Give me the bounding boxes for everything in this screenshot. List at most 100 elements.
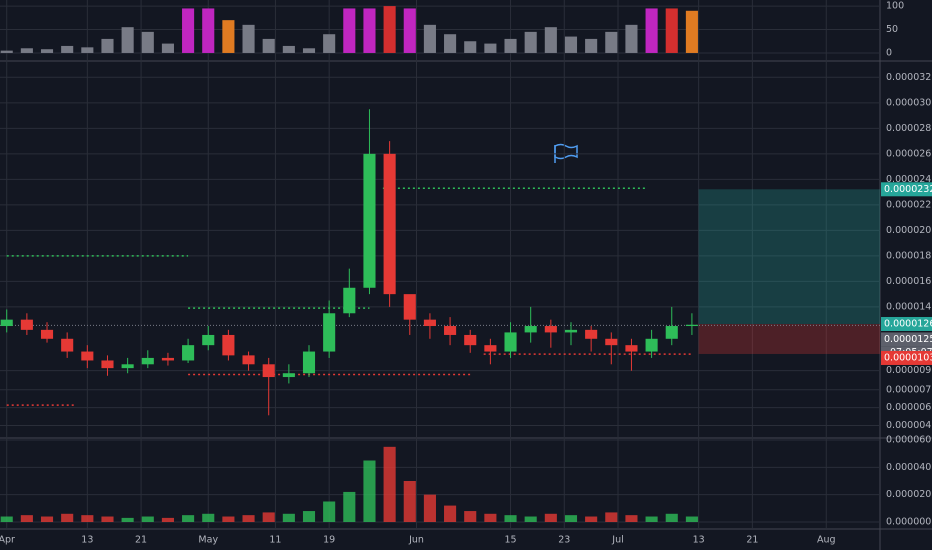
- oscillator-bar: [161, 43, 174, 53]
- volume-bar: [242, 515, 255, 522]
- candle-body: [182, 345, 195, 361]
- volume-bar: [685, 516, 698, 522]
- candle-body: [464, 334, 477, 346]
- x-tick-label: 13: [693, 535, 705, 546]
- oscillator-bar: [403, 8, 416, 53]
- y-tick-label: 0.00002200: [886, 199, 932, 210]
- volume-bar: [484, 513, 497, 522]
- volume-bar: [141, 516, 154, 522]
- oscillator-bar: [0, 50, 13, 53]
- oscillator-bar: [544, 27, 557, 53]
- x-tick-label: 21: [746, 535, 758, 546]
- y-tick-label: 0.00001400: [886, 301, 932, 312]
- oscillator-bar: [524, 31, 537, 53]
- y-tick-label: 0.00002400: [886, 174, 932, 185]
- y-tick-label: 0.00000610: [886, 402, 932, 413]
- candle-body: [544, 326, 557, 333]
- candle-body: [81, 351, 94, 361]
- x-tick-label: 23: [558, 535, 570, 546]
- y-tick-label: 0.00000900: [886, 365, 932, 376]
- stop-zone: [698, 323, 880, 354]
- stop-badge-label: 0.00001031: [884, 352, 932, 363]
- oscillator-bar: [585, 38, 598, 53]
- candle-body: [645, 338, 658, 352]
- y-tick-label: 0.00002000: [886, 225, 932, 236]
- volume-bar: [101, 516, 114, 522]
- volume-bar: [423, 494, 436, 522]
- oscillator-bar: [444, 34, 457, 53]
- y-tick-label: 0.00002800: [886, 123, 932, 134]
- candle-body: [141, 357, 154, 365]
- volume-bar: [444, 505, 457, 522]
- oscillator-bar: [101, 38, 114, 53]
- volume-bar: [464, 511, 477, 522]
- x-tick-label: Jun: [408, 535, 424, 546]
- candle-body: [0, 319, 13, 327]
- candle-body: [605, 338, 618, 346]
- x-tick-label: 21: [135, 535, 147, 546]
- volume-tick-label: 0.00000000: [886, 516, 932, 527]
- volume-bar: [403, 480, 416, 522]
- oscillator-bar: [564, 36, 578, 53]
- oscillator-tick-label: 50: [886, 24, 898, 35]
- volume-bar: [323, 501, 336, 522]
- candle-body: [282, 373, 295, 378]
- candle-body: [383, 153, 396, 295]
- volume-bar: [202, 513, 215, 522]
- candle-body: [40, 329, 54, 339]
- candle-body: [685, 324, 698, 327]
- volume-bar: [585, 516, 598, 522]
- volume-bar: [645, 516, 658, 522]
- volume-bar: [383, 446, 396, 522]
- volume-bar: [282, 513, 295, 522]
- entry-badge-label: 0.00001266: [884, 318, 932, 329]
- x-tick-label: May: [198, 535, 218, 546]
- oscillator-bar: [645, 8, 658, 53]
- oscillator-bar: [343, 8, 356, 53]
- oscillator-bar: [282, 45, 295, 53]
- oscillator-bar: [323, 34, 336, 53]
- volume-bar: [665, 513, 678, 522]
- x-tick-label: 13: [81, 535, 93, 546]
- volume-bar: [121, 517, 134, 522]
- candle-body: [242, 355, 255, 365]
- x-tick-label: 15: [504, 535, 516, 546]
- candle-body: [161, 357, 174, 361]
- candle-body: [403, 294, 416, 320]
- volume-bar: [61, 513, 74, 522]
- candle-body: [524, 326, 537, 333]
- x-tick-label: Apr: [0, 535, 15, 546]
- last-price-badge: [881, 332, 932, 347]
- volume-bar: [81, 515, 94, 522]
- volume-bar: [605, 512, 618, 522]
- candle-body: [222, 334, 235, 356]
- candle-body: [61, 338, 74, 352]
- volume-tick-label: 0.00004000: [886, 462, 932, 473]
- volume-bar: [40, 516, 54, 522]
- candle-body: [444, 326, 457, 335]
- volume-bar: [262, 512, 275, 522]
- volume-bar: [625, 515, 638, 522]
- oscillator-bar: [504, 38, 517, 53]
- volume-tick-label: 0.00006000: [886, 435, 932, 446]
- volume-bar: [0, 516, 13, 522]
- candle-body: [585, 329, 598, 339]
- volume-bar: [161, 517, 174, 522]
- oscillator-bar: [363, 8, 376, 53]
- oscillator-bar: [81, 47, 94, 53]
- candle-body: [121, 364, 134, 369]
- candle-body: [343, 287, 356, 314]
- oscillator-bar: [202, 8, 215, 53]
- candle-body: [625, 345, 638, 352]
- candle-body: [665, 326, 678, 339]
- y-tick-label: 0.00003000: [886, 97, 932, 108]
- target-zone: [698, 189, 880, 324]
- oscillator-bar: [61, 45, 74, 53]
- candle-body: [564, 329, 578, 333]
- oscillator-tick-label: 100: [886, 1, 904, 12]
- y-tick-label: 0.00000470: [886, 420, 932, 431]
- y-tick-label: 0.00001800: [886, 250, 932, 261]
- volume-bar: [20, 515, 33, 522]
